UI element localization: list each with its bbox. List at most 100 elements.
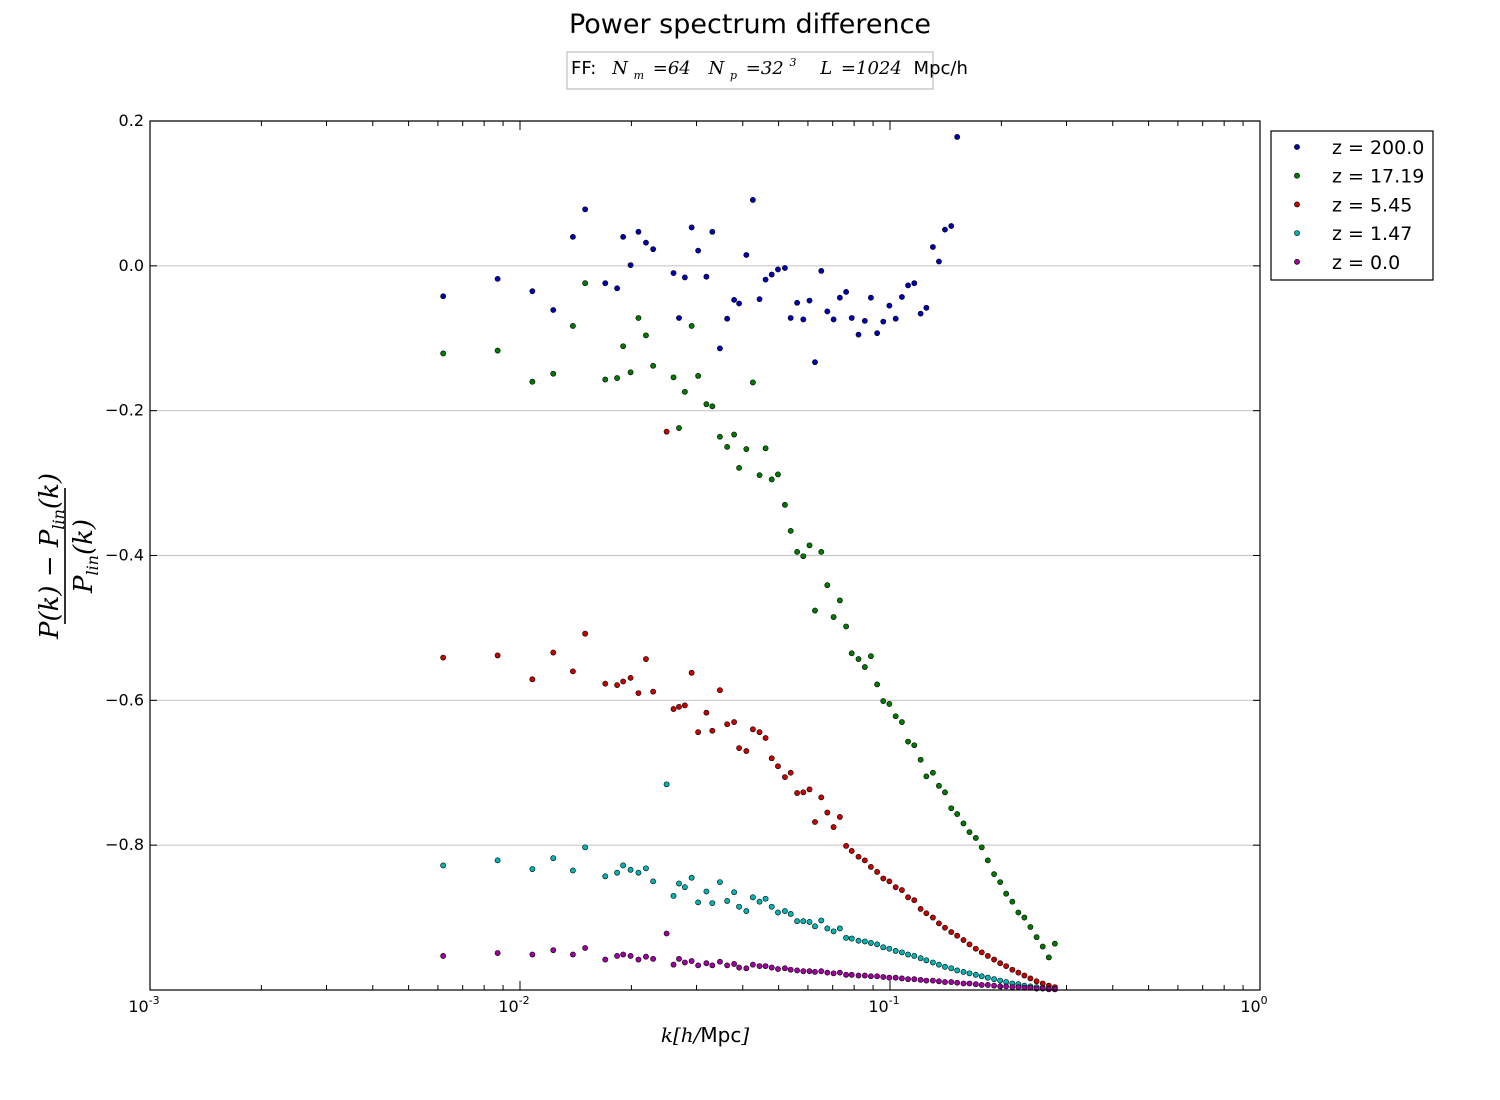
data-point — [627, 369, 634, 376]
data-point — [830, 928, 837, 935]
data-point — [494, 347, 501, 354]
data-point — [663, 781, 670, 788]
data-point — [848, 935, 855, 942]
data-point — [635, 956, 642, 963]
data-point — [824, 582, 831, 589]
data-point — [756, 296, 763, 303]
legend-marker — [1294, 230, 1300, 236]
data-point — [960, 820, 967, 827]
data-point — [911, 280, 918, 287]
data-point — [1015, 984, 1022, 990]
data-point — [886, 945, 893, 952]
legend-label: z = 0.0 — [1332, 252, 1400, 274]
data-point — [812, 819, 818, 825]
data-point — [681, 702, 688, 709]
data-point — [972, 945, 979, 952]
data-point — [843, 971, 850, 978]
data-point — [836, 597, 843, 604]
data-point — [1021, 972, 1028, 979]
axis-ticks: 0.2 0.0 −0.2 −0.4 −0.6 −0.8 10-3 10-2 10-1 100 — [105, 111, 1268, 1016]
data-point — [997, 977, 1004, 984]
data-point — [899, 719, 905, 725]
data-point — [663, 930, 670, 937]
data-point — [709, 228, 716, 235]
data-point — [582, 844, 589, 851]
data-point — [843, 934, 850, 941]
data-point — [724, 443, 731, 450]
series-2 — [440, 428, 1058, 990]
data-point — [787, 527, 794, 534]
legend-label: z = 17.19 — [1332, 166, 1424, 188]
data-point — [614, 682, 621, 689]
chart-title: Power spectrum difference — [569, 9, 931, 40]
data-point — [775, 471, 781, 478]
data-point — [703, 709, 710, 716]
data-point — [775, 909, 781, 916]
data-point — [972, 835, 979, 841]
data-point — [676, 880, 682, 887]
legend-marker — [1294, 258, 1300, 265]
data-point — [855, 972, 862, 979]
data-point — [529, 288, 536, 295]
data-point — [749, 726, 756, 733]
data-point — [775, 266, 781, 273]
data-point — [681, 274, 688, 281]
data-point — [948, 805, 955, 812]
data-point — [861, 972, 868, 979]
data-point — [1033, 934, 1040, 941]
data-point — [717, 879, 723, 885]
data-point — [736, 464, 743, 471]
data-point — [936, 961, 942, 968]
data-point — [787, 769, 794, 776]
data-point — [1021, 914, 1028, 921]
data-point — [768, 755, 775, 762]
data-point — [794, 967, 801, 974]
data-point — [681, 884, 688, 891]
data-point — [602, 873, 609, 880]
data-point — [942, 924, 948, 931]
data-point — [709, 962, 716, 969]
subtitle-l-value: =1024 — [841, 58, 902, 79]
subtitle-prefix: FF: — [571, 58, 596, 79]
data-point — [676, 315, 682, 321]
data-point — [614, 285, 621, 292]
series-3 — [440, 781, 1058, 993]
data-point — [570, 323, 576, 329]
data-point — [756, 963, 763, 969]
data-point — [762, 276, 769, 283]
data-point — [806, 968, 813, 975]
y-tick-label: −0.4 — [105, 546, 144, 565]
data-point — [794, 790, 801, 796]
data-point — [905, 951, 911, 958]
data-point — [874, 869, 881, 875]
series-1 — [440, 280, 1058, 961]
data-point — [643, 865, 649, 872]
data-points — [440, 134, 1058, 993]
data-point — [843, 842, 850, 849]
x-tick-label: 10-2 — [498, 994, 529, 1016]
data-point — [812, 969, 818, 975]
data-point — [948, 929, 955, 935]
data-point — [635, 315, 642, 321]
data-point — [868, 973, 874, 980]
x-tick-label: 100 — [1240, 994, 1267, 1016]
data-point — [806, 297, 813, 304]
data-point — [787, 966, 794, 973]
data-point — [794, 548, 801, 555]
data-point — [602, 956, 609, 963]
data-point — [960, 969, 967, 975]
data-point — [582, 945, 589, 951]
data-point — [917, 310, 924, 317]
data-point — [880, 698, 887, 704]
data-point — [886, 878, 893, 885]
data-point — [1039, 943, 1046, 950]
legend-marker — [1294, 172, 1300, 179]
x-axis-label-post: ] — [740, 1023, 749, 1047]
data-point — [768, 964, 775, 971]
data-point — [966, 980, 973, 987]
data-point — [614, 869, 621, 876]
data-point — [627, 866, 634, 873]
data-point — [1003, 983, 1010, 990]
y-axis-label-numerator: P(k) − Plin(k) — [35, 473, 68, 640]
